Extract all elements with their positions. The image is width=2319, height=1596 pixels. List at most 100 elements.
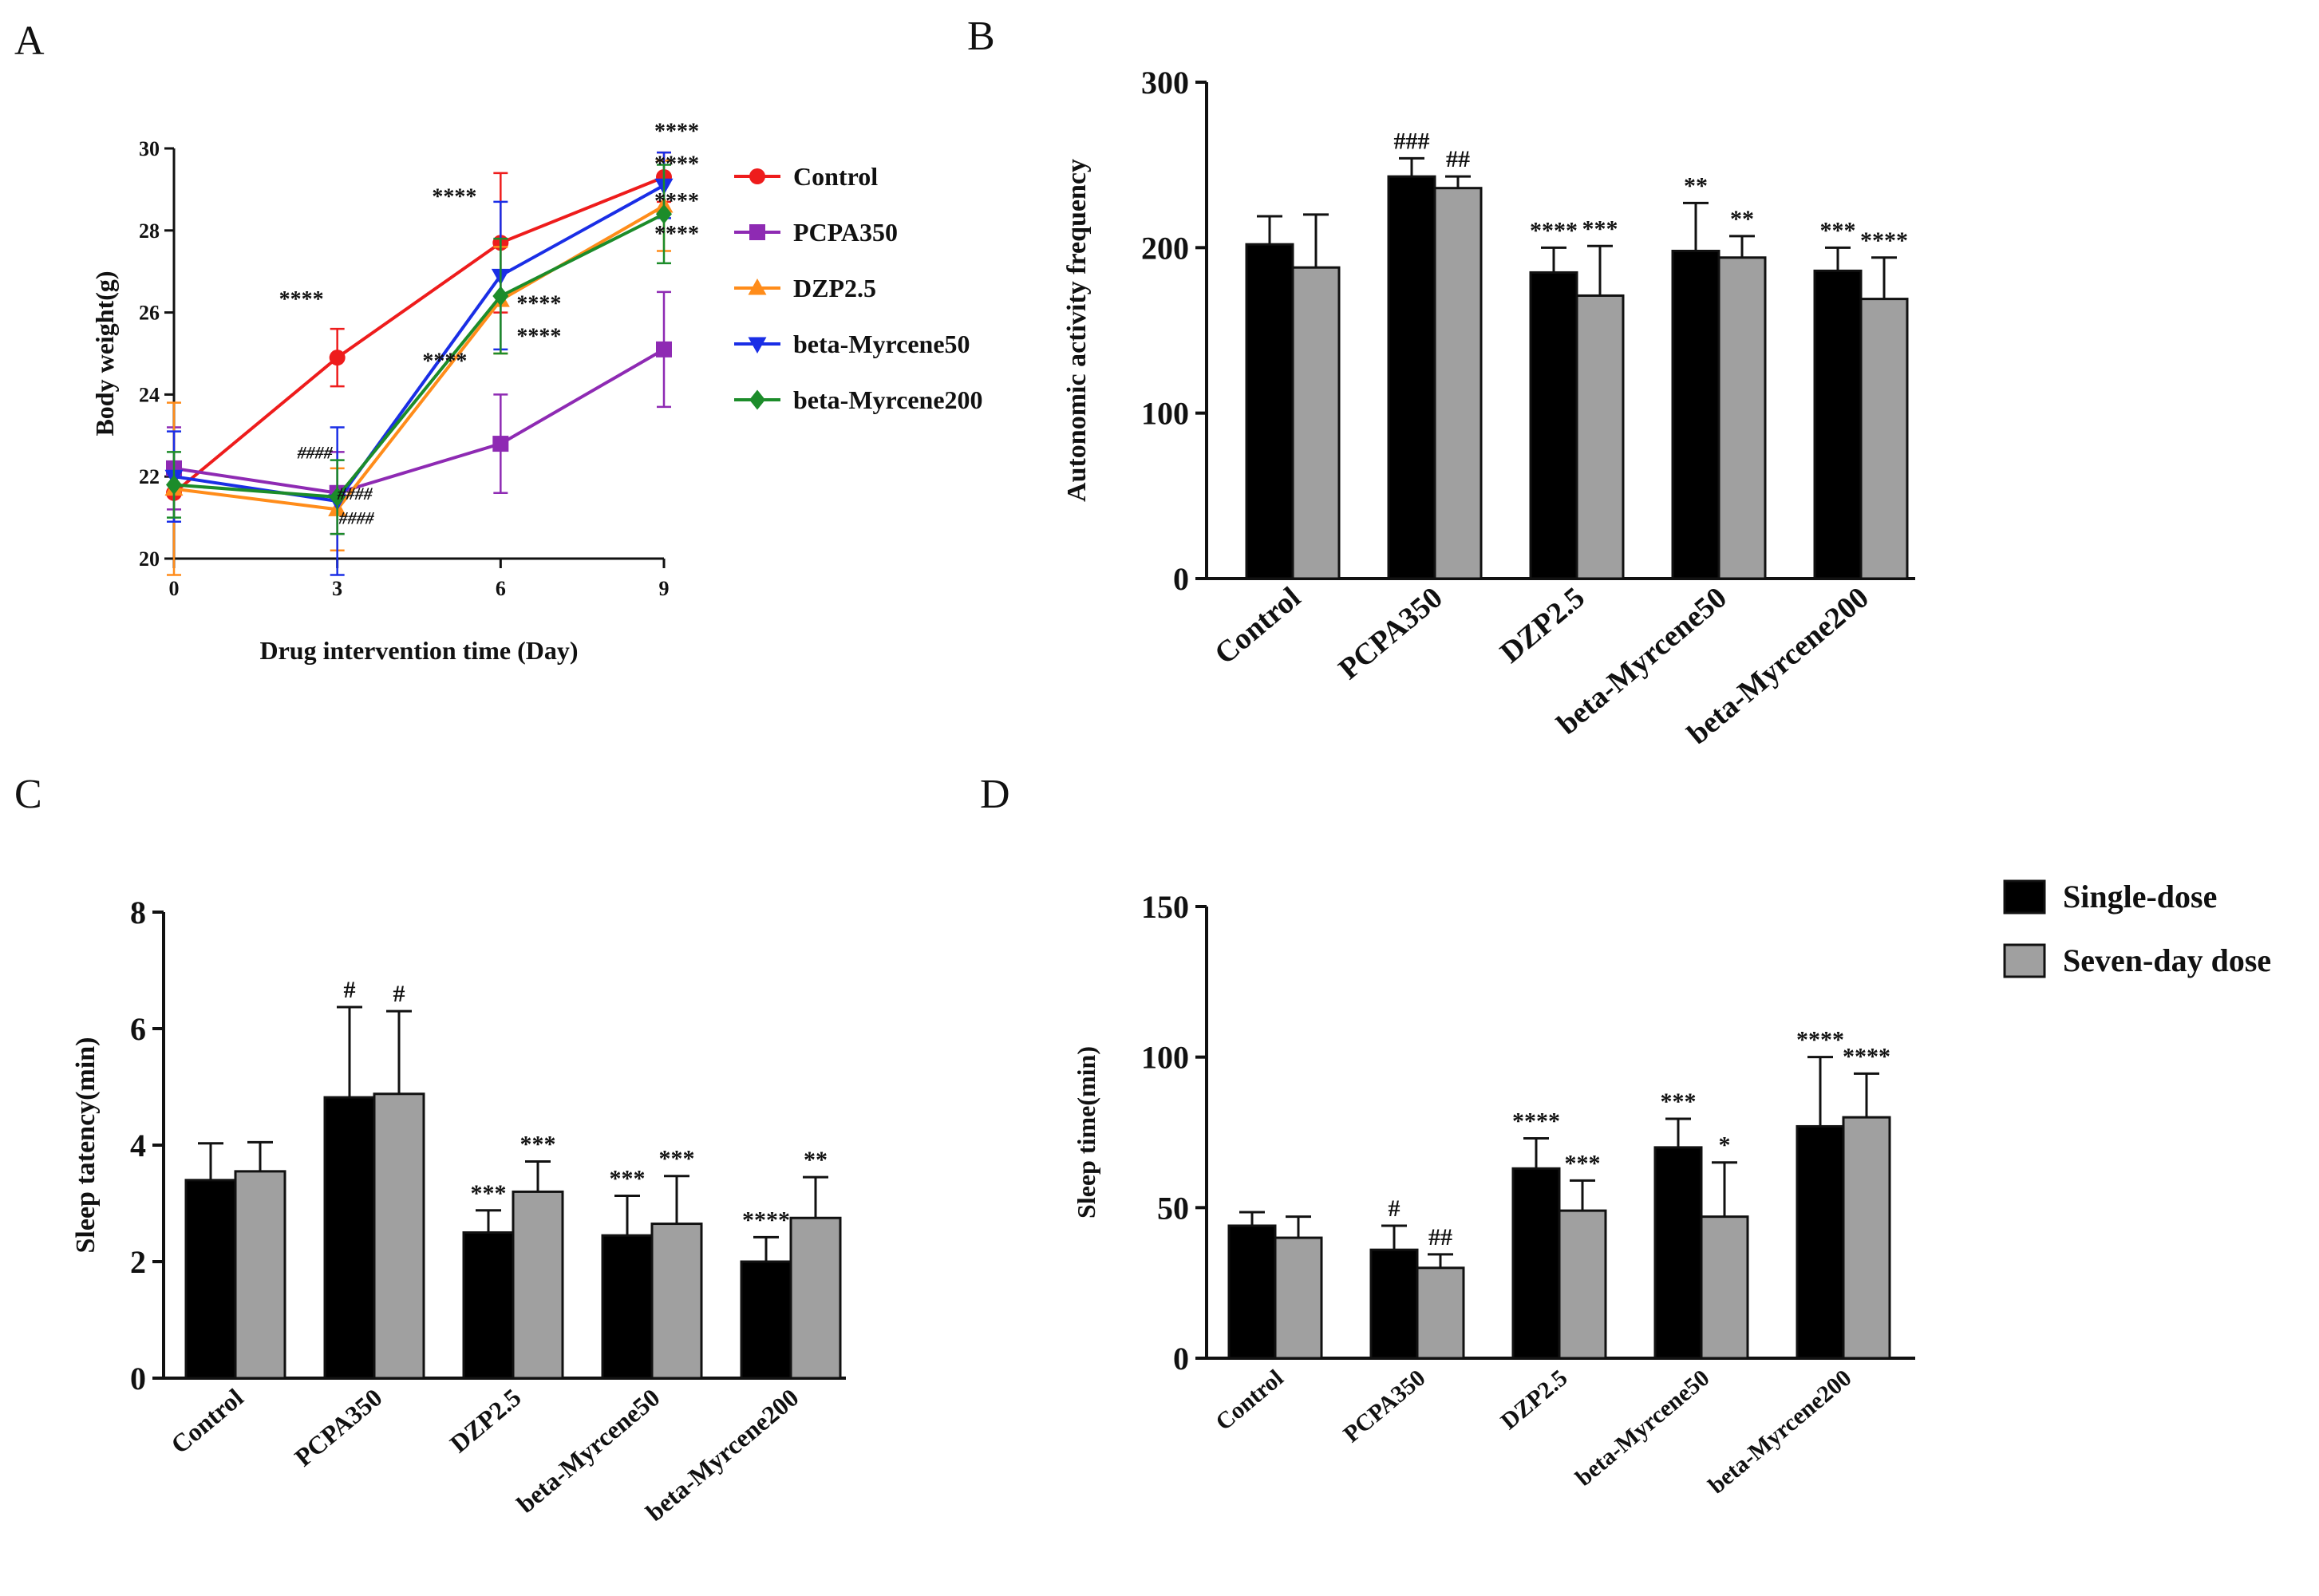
bar-single-dose	[740, 1260, 792, 1380]
y-axis-title: Autonomic activity frequency	[1062, 159, 1092, 502]
significance-label: #	[344, 977, 356, 1003]
y-tick-label: 0	[1173, 561, 1189, 597]
significance-label: ****	[654, 119, 699, 144]
panel-letter-d: D	[980, 772, 1010, 817]
category-group: *******	[1813, 217, 1909, 580]
category-group: # #	[323, 977, 425, 1380]
x-tick-label: 9	[659, 577, 670, 600]
y-tick-label: 24	[139, 383, 160, 406]
panel-letter-c: C	[14, 772, 42, 817]
data-point	[749, 168, 765, 184]
category-group	[1245, 213, 1341, 580]
significance-label: ***	[1582, 215, 1618, 242]
data-point	[329, 487, 346, 508]
bar-single-dose	[1653, 1146, 1703, 1360]
bar-seven-day-dose	[373, 1092, 425, 1380]
data-point	[656, 341, 672, 358]
category-group	[1227, 1211, 1323, 1360]
y-tick-label: 20	[139, 547, 160, 571]
legend-label: Seven-day dose	[2063, 942, 2271, 978]
x-category-label: PCPA350	[1338, 1365, 1430, 1448]
category-group	[184, 1140, 286, 1380]
bar-single-dose	[1671, 249, 1720, 580]
x-tick-label: 6	[496, 577, 506, 600]
data-point	[329, 350, 346, 366]
category-group: #####	[1387, 128, 1483, 580]
significance-label: ****	[279, 287, 324, 312]
legend-swatch	[2003, 943, 2046, 978]
bar-seven-day-dose	[1575, 294, 1625, 580]
y-tick-label: 30	[139, 137, 160, 160]
y-axis-title: Sleep tatency(min)	[71, 1037, 101, 1253]
legend-item: Control	[734, 162, 878, 191]
y-tick-label: 0	[130, 1361, 146, 1396]
bar-single-dose	[1227, 1224, 1277, 1360]
significance-label: ****	[742, 1207, 790, 1233]
significance-label: ***	[520, 1131, 556, 1157]
legend-item: DZP2.5	[734, 274, 876, 302]
significance-label: #	[1389, 1195, 1400, 1222]
bar-seven-day-dose	[1717, 256, 1767, 580]
x-category-label: Control	[165, 1383, 248, 1460]
significance-label: ****	[1860, 227, 1908, 254]
x-category-label: beta-Myrcene50	[1570, 1365, 1714, 1491]
series-line	[173, 184, 665, 504]
bar-seven-day-dose	[1416, 1266, 1465, 1360]
category-group: ******	[740, 1147, 842, 1380]
category-group: ** **	[1671, 172, 1767, 580]
bar-seven-day-dose	[1700, 1215, 1749, 1360]
data-point	[656, 203, 672, 224]
significance-label: ****	[1530, 217, 1578, 243]
x-category-label: beta-Myrcene200	[640, 1383, 804, 1527]
bar-seven-day-dose	[512, 1190, 564, 1380]
bar-seven-day-dose	[1433, 187, 1483, 580]
x-category-label: Control	[1208, 581, 1306, 671]
category-group: *******	[1511, 1108, 1607, 1360]
y-tick-label: 0	[1173, 1341, 1189, 1377]
legend-item: PCPA350	[734, 218, 898, 247]
x-category-label: beta-Myrcene200	[1704, 1365, 1857, 1499]
category-group: *******	[1529, 215, 1625, 580]
bar-single-dose	[1529, 271, 1578, 580]
bar-legend: Single-dose Seven-day dose	[2003, 879, 2271, 978]
category-group: *** ***	[601, 1146, 703, 1380]
bar-seven-day-dose	[234, 1170, 286, 1380]
significance-label: ****	[432, 185, 476, 210]
bar-single-dose	[462, 1231, 515, 1380]
y-tick-label: 100	[1141, 396, 1189, 432]
panel-letter-b: B	[967, 14, 995, 59]
y-tick-label: 28	[139, 219, 160, 243]
y-tick-label: 26	[139, 302, 160, 325]
series-line	[172, 176, 665, 495]
significance-label: ****	[1512, 1108, 1560, 1135]
significance-label: ####	[337, 484, 373, 504]
legend-swatch	[2003, 879, 2046, 915]
significance-label: ****	[422, 349, 467, 373]
significance-label: ####	[297, 442, 334, 462]
legend-item: beta-Myrcene200	[734, 385, 983, 414]
y-tick-label: 150	[1141, 889, 1189, 925]
x-category-label: DZP2.5	[1496, 1365, 1573, 1435]
data-point	[166, 474, 182, 495]
legend-label: beta-Myrcene200	[793, 385, 983, 414]
y-axis-title: Body weight(g)	[90, 271, 119, 436]
significance-label: ***	[659, 1146, 695, 1172]
x-category-label: DZP2.5	[444, 1383, 527, 1458]
legend-item: beta-Myrcene50	[734, 330, 970, 358]
significance-label: **	[1730, 206, 1754, 232]
y-tick-label: 4	[130, 1128, 146, 1163]
x-category-label: PCPA350	[289, 1383, 387, 1472]
bar-seven-day-dose	[1274, 1236, 1323, 1360]
y-tick-label: 50	[1157, 1190, 1189, 1226]
x-category-label: Control	[1211, 1365, 1288, 1436]
significance-label: ***	[610, 1166, 646, 1192]
y-tick-label: 6	[130, 1011, 146, 1047]
panel-letter-a: A	[14, 18, 45, 64]
significance-label: ****	[1796, 1027, 1844, 1053]
y-tick-label: 300	[1141, 65, 1189, 101]
x-category-label: beta-Myrcene50	[512, 1383, 666, 1519]
significance-label: ****	[1843, 1043, 1890, 1069]
legend-label: PCPA350	[793, 218, 898, 247]
series-beta-myrcene50	[164, 151, 674, 576]
